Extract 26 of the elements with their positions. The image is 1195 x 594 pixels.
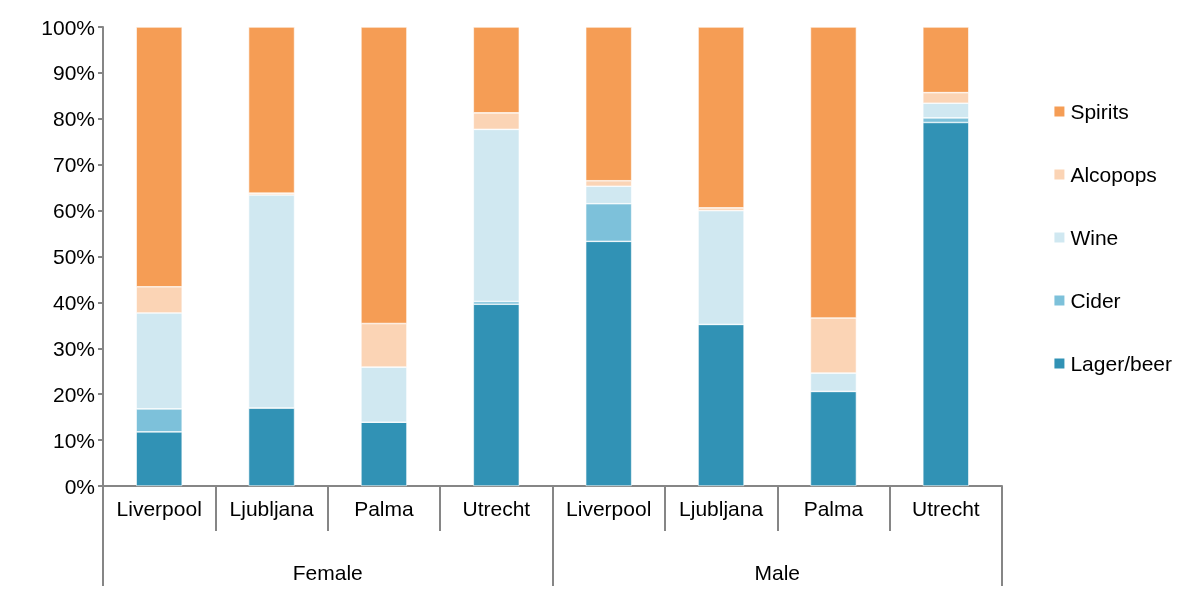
x-tick-label: Utrecht bbox=[462, 497, 531, 520]
x-tick-label: Liverpool bbox=[116, 497, 202, 520]
y-tick-label: 30% bbox=[52, 336, 95, 360]
x-tick-label: Palma bbox=[803, 497, 864, 520]
y-tick-label: 60% bbox=[52, 199, 95, 223]
x-tick-label: Palma bbox=[354, 497, 415, 520]
text: Female bbox=[292, 561, 363, 584]
legend-label: Alcopops bbox=[1070, 163, 1157, 186]
y-tick-label: 40% bbox=[52, 290, 95, 314]
y-tick-label: 80% bbox=[52, 107, 95, 131]
y-tick-label: 10% bbox=[52, 428, 95, 452]
legend-label: Wine bbox=[1070, 226, 1119, 249]
y-tick-label: 50% bbox=[52, 245, 95, 268]
y-tick-label: 100% bbox=[41, 15, 95, 39]
text: Male bbox=[754, 561, 801, 584]
legend-label: Spirits bbox=[1070, 100, 1129, 123]
y-tick-label: 90% bbox=[52, 61, 95, 85]
legend-label: Cider bbox=[1070, 289, 1121, 312]
x-tick-label: Ljubljana bbox=[679, 497, 764, 520]
legend-label: Lager/beer bbox=[1070, 352, 1173, 375]
x-tick-label: Utrecht bbox=[911, 497, 980, 520]
x-tick-label: Liverpool bbox=[566, 497, 652, 520]
y-tick-label: 20% bbox=[52, 382, 95, 406]
y-tick-label: 70% bbox=[52, 153, 95, 177]
x-tick-label: Ljubljana bbox=[229, 497, 314, 520]
y-tick-label: 0% bbox=[64, 474, 95, 498]
